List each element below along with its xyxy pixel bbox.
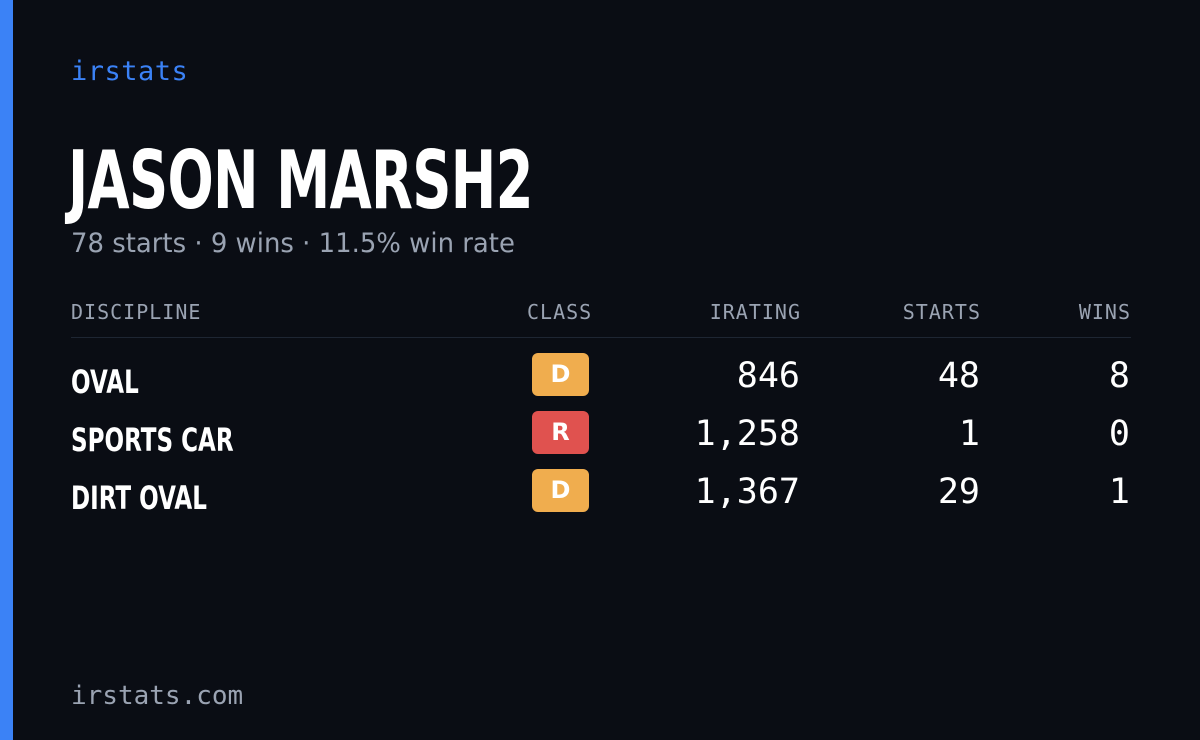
- class-badge: D: [532, 353, 589, 396]
- irating-value: 846: [736, 356, 800, 396]
- irating-value: 1,367: [694, 472, 800, 512]
- brand-logo: irstats: [71, 56, 189, 87]
- wins-value: 0: [1108, 414, 1130, 454]
- table-row: OVAL D 846 48 8: [71, 353, 1131, 403]
- table-row: SPORTS CAR R 1,258 1 0: [71, 411, 1131, 461]
- discipline-name: SPORTS CAR: [71, 421, 234, 459]
- table-header: DISCIPLINE CLASS IRATING STARTS WINS: [71, 298, 1131, 338]
- class-badge: D: [532, 469, 589, 512]
- discipline-table: DISCIPLINE CLASS IRATING STARTS WINS OVA…: [71, 298, 1131, 517]
- discipline-name: DIRT OVAL: [71, 479, 207, 517]
- starts-value: 1: [958, 414, 980, 454]
- footer-url: irstats.com: [71, 681, 244, 711]
- header-class: CLASS: [527, 300, 593, 324]
- table-row: DIRT OVAL D 1,367 29 1: [71, 469, 1131, 519]
- header-wins: WINS: [1078, 300, 1131, 324]
- wins-value: 8: [1108, 356, 1130, 396]
- discipline-name: OVAL: [71, 363, 139, 401]
- starts-value: 29: [937, 472, 980, 512]
- header-discipline: DISCIPLINE: [71, 300, 202, 324]
- header-irating: IRATING: [709, 300, 801, 324]
- wins-value: 1: [1108, 472, 1130, 512]
- irating-value: 1,258: [694, 414, 800, 454]
- driver-summary: 78 starts · 9 wins · 11.5% win rate: [71, 228, 515, 259]
- driver-name: JASON MARSH2: [68, 134, 533, 227]
- accent-bar: [0, 0, 13, 740]
- starts-value: 48: [937, 356, 980, 396]
- header-starts: STARTS: [902, 300, 981, 324]
- class-badge: R: [532, 411, 589, 454]
